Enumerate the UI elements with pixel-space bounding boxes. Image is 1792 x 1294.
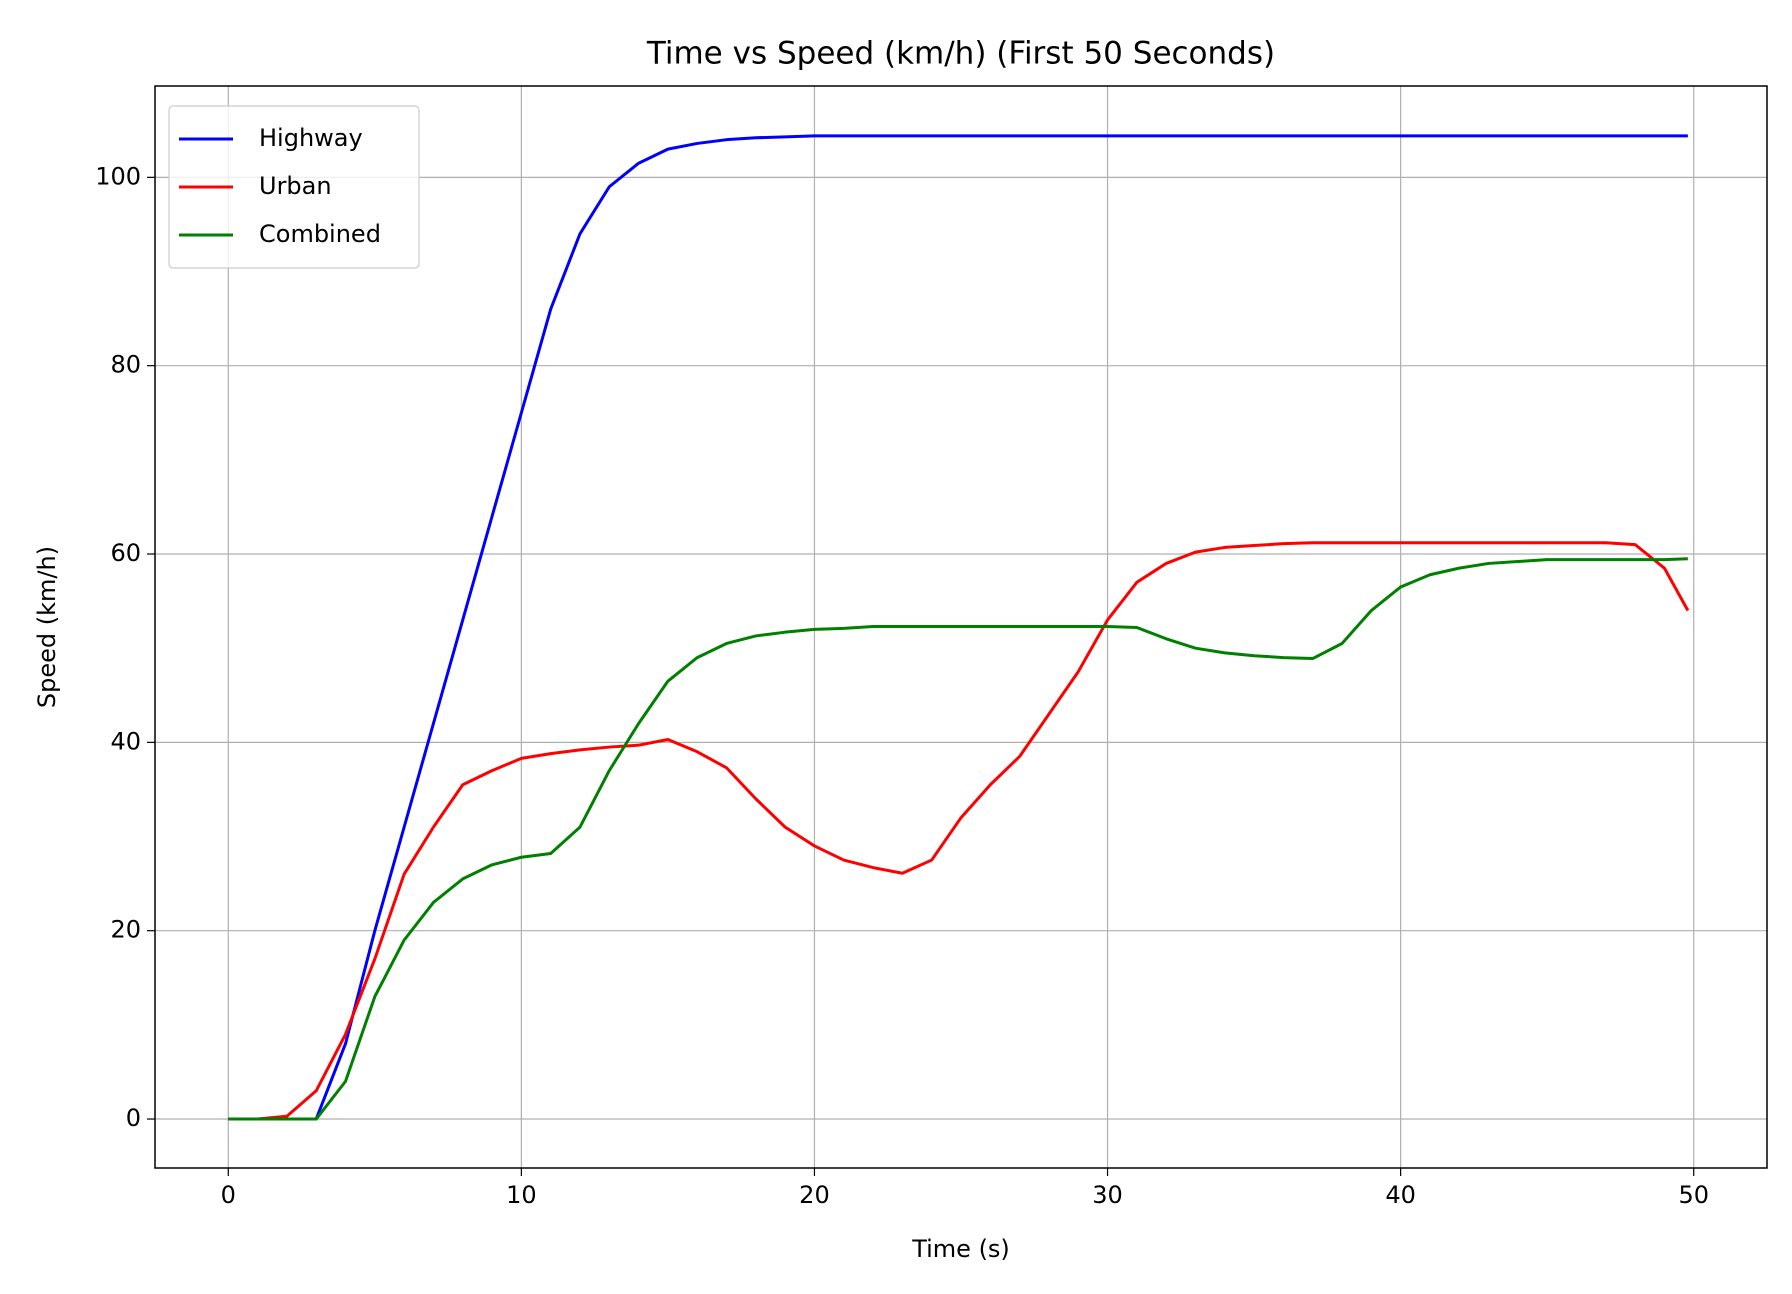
y-tick-label: 0: [126, 1104, 141, 1132]
y-axis-label: Speed (km/h): [33, 546, 61, 708]
data-line: [228, 541, 1690, 1121]
plot-frame: [154, 85, 1768, 1169]
chart-title: Time vs Speed (km/h) (First 50 Seconds): [646, 36, 1275, 72]
data-line: [228, 557, 1688, 1121]
y-tick-label: 100: [95, 162, 141, 190]
legend-label: Highway: [259, 124, 363, 152]
legend-label: Urban: [259, 172, 332, 200]
data-line: [228, 134, 1688, 1121]
y-tick-label: 80: [110, 351, 141, 379]
x-tick-label: 0: [221, 1181, 236, 1209]
legend-box: [168, 105, 420, 269]
legend-label: Combined: [259, 220, 381, 248]
x-tick-label: 30: [1092, 1181, 1123, 1209]
y-tick-label: 60: [110, 539, 141, 567]
y-tick-label: 20: [110, 916, 141, 944]
legend: Highway Urban Combined: [168, 105, 420, 269]
x-tick-label: 40: [1385, 1181, 1416, 1209]
x-axis-label: Time (s): [911, 1235, 1010, 1263]
y-tick-label: 40: [110, 727, 141, 755]
x-tick-label: 10: [506, 1181, 537, 1209]
x-tick-label: 20: [799, 1181, 830, 1209]
x-tick-label: 50: [1678, 1181, 1709, 1209]
